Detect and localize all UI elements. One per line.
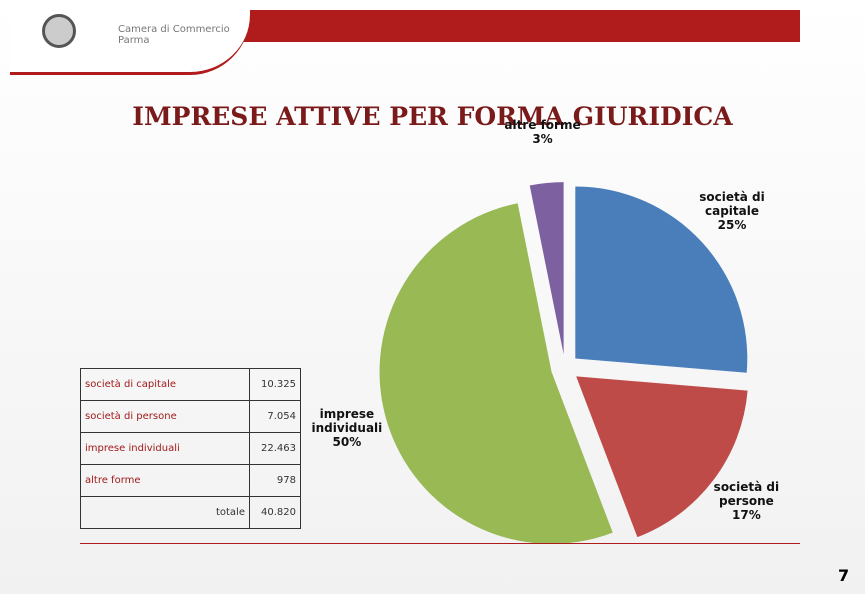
table-row: altre forme 978 xyxy=(80,464,301,497)
pie-slice xyxy=(529,182,564,355)
slice-percent: 17% xyxy=(732,508,761,523)
pie-slice xyxy=(576,376,748,538)
row-label: totale xyxy=(80,496,250,529)
slice-percent: 25% xyxy=(717,218,747,233)
slice-label: società di persone 17% xyxy=(691,480,801,522)
row-label: società di capitale xyxy=(80,368,250,401)
header-bar xyxy=(240,10,800,42)
logo-seal xyxy=(42,14,76,48)
page-number: 7 xyxy=(838,566,850,585)
row-label: società di persone xyxy=(80,400,250,433)
slice-name: imprese individuali xyxy=(311,406,383,435)
slice-label: altre forme 3% xyxy=(488,118,598,146)
organization: Camera di Commercio Parma xyxy=(118,24,230,46)
table-row: società di persone 7.054 xyxy=(80,400,301,433)
row-value: 22.463 xyxy=(249,432,301,465)
data-table: società di capitale 10.325 società di pers… xyxy=(80,368,301,529)
table-row: imprese individuali 22.463 xyxy=(80,432,301,465)
row-label: imprese individuali xyxy=(80,432,250,465)
row-label: altre forme xyxy=(80,464,250,497)
pie-slice xyxy=(575,186,748,373)
divider xyxy=(80,543,800,544)
slice-name: società di persone xyxy=(713,480,780,509)
table-row: totale 40.820 xyxy=(80,496,301,529)
slice-label: società di capitale 25% xyxy=(677,190,787,232)
pie-slice xyxy=(379,203,613,544)
row-value: 40.820 xyxy=(249,496,301,529)
slice-name: società di capitale xyxy=(699,190,765,219)
row-value: 10.325 xyxy=(249,368,301,401)
slice-percent: 50% xyxy=(332,434,362,449)
slice-label: imprese individuali 50% xyxy=(292,407,402,449)
table-row: società di capitale 10.325 xyxy=(80,368,301,401)
slice-name: altre forme xyxy=(504,118,581,133)
row-value: 978 xyxy=(249,464,301,497)
chart-title: IMPRESE ATTIVE PER FORMA GIURIDICA xyxy=(132,102,733,131)
slice-percent: 3% xyxy=(532,132,553,147)
